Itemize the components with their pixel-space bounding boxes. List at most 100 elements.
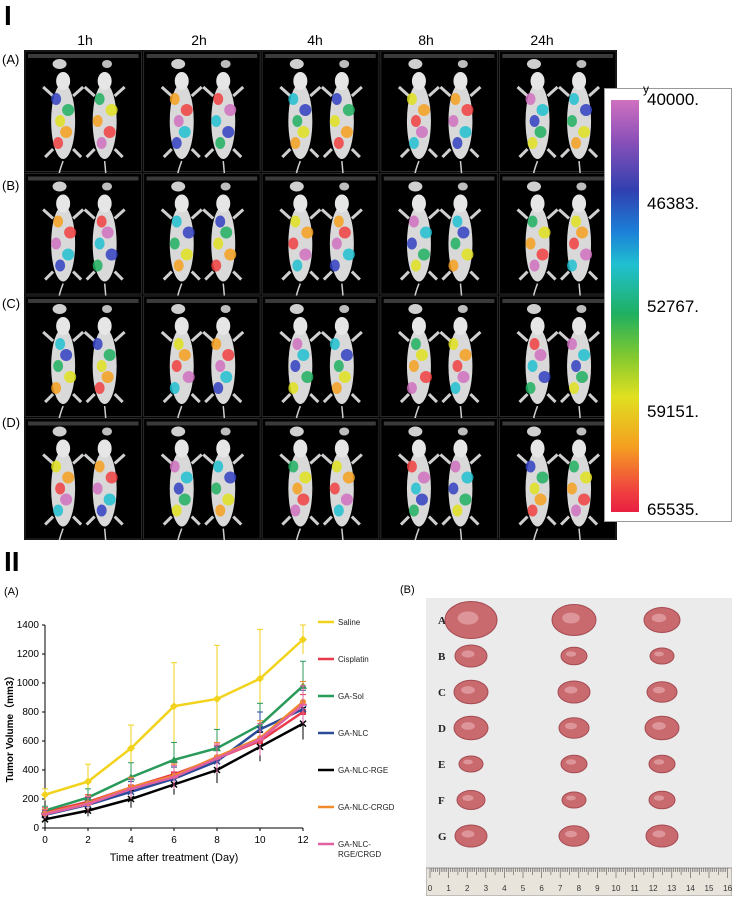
mouse (160, 194, 203, 316)
fluorescence-signal (171, 137, 182, 150)
fluorescence-signal (580, 104, 593, 117)
fluorescence-signal (333, 137, 344, 150)
fluorescence-signal (301, 371, 314, 384)
fluorescence-signal (301, 226, 314, 239)
fluorescence-signal (213, 460, 224, 473)
fluorescence-signal (288, 93, 299, 106)
fluorescence-signal (452, 137, 463, 150)
mouse-limb (546, 515, 557, 526)
mouse-limb (281, 392, 292, 404)
fluorescence-signal (408, 360, 419, 373)
fluorescence-signal (578, 126, 591, 139)
fluorescence-signal (60, 493, 73, 506)
data-point (170, 776, 178, 779)
row-label-d: (D) (2, 415, 21, 430)
y-tick-label: 1400 (17, 620, 40, 631)
scale-tick-65535: 65535. (647, 500, 699, 519)
fluorescence-signal (173, 115, 184, 128)
mouse-limb (516, 85, 529, 98)
imaging-cell (261, 418, 380, 540)
data-point (213, 694, 221, 703)
mouse (279, 317, 322, 439)
fluorescence-signal (567, 338, 578, 351)
fluorescence-signal (331, 382, 342, 395)
fluorescence-signal (448, 338, 459, 351)
imaging-panel (24, 50, 617, 561)
fluorescence-signal (529, 259, 540, 272)
fluorescence-signal (340, 126, 353, 139)
legend-entry: Cisplatin (318, 655, 369, 664)
cell-header-strip (502, 176, 613, 181)
mouse-limb (232, 392, 243, 404)
reference-spot (289, 181, 304, 192)
mouse-limb (162, 392, 173, 404)
tumor-highlight (463, 759, 473, 765)
mouse-limb (232, 330, 245, 343)
tumor-highlight (457, 611, 479, 625)
fluorescence-signal (342, 248, 355, 261)
mouse-limb (232, 515, 243, 526)
x-tick-label: 10 (254, 835, 266, 846)
reference-spot (576, 427, 587, 436)
fluorescence-signal (299, 104, 312, 117)
data-point (170, 702, 178, 711)
fluorescence-signal (62, 471, 75, 484)
mouse (202, 194, 245, 316)
tumor-highlight (461, 722, 475, 730)
fluorescence-signal (92, 115, 103, 128)
mouse-head (453, 72, 468, 91)
mouse-limb (322, 147, 333, 159)
legend-label: Cisplatin (338, 655, 369, 664)
mouse-limb (202, 85, 215, 98)
mouse-limb (202, 453, 215, 465)
fluorescence-signal (410, 259, 421, 272)
fluorescence-signal (333, 504, 344, 517)
fluorescence-signal (299, 248, 312, 261)
mouse-limb (44, 147, 55, 159)
fluorescence-signal (448, 259, 459, 272)
mouse-limb (85, 147, 96, 159)
fluorescence-signal (534, 349, 547, 362)
mouse-head (572, 439, 587, 458)
mouse-limb (42, 453, 55, 465)
mouse-limb (427, 515, 438, 526)
mouse (397, 72, 440, 194)
mouse (279, 72, 322, 194)
scale-tick-52767: 52767. (647, 297, 699, 316)
mouse-limb (350, 147, 361, 159)
cell-header-strip (265, 54, 376, 58)
fluorescence-signal (410, 115, 421, 128)
fluorescence-signal (220, 226, 233, 239)
mouse-limb (309, 147, 320, 159)
mouse-limb (162, 270, 173, 281)
mouse-limb (559, 515, 571, 526)
imaging-cell (380, 418, 498, 540)
mouse-limb (397, 453, 410, 465)
mouse-limb (469, 147, 480, 159)
fluorescence-signal (173, 482, 184, 495)
scale-tick-59151: 59151. (647, 402, 699, 421)
mouse-limb (279, 208, 292, 220)
fluorescence-signal (415, 126, 428, 139)
fluorescence-signal (224, 248, 237, 261)
data-point (84, 803, 92, 806)
mouse-head (293, 72, 308, 91)
mouse-limb (204, 515, 215, 526)
tumor-highlight (565, 651, 577, 657)
mouse-limb (204, 147, 215, 159)
scale-tick-46383: 46383. (647, 194, 699, 213)
fluorescence-signal (408, 215, 419, 228)
fluorescence-signal (410, 482, 421, 495)
mouse-head (174, 194, 189, 213)
y-tick-label: 1200 (17, 649, 40, 660)
fluorescence-signal (452, 360, 463, 373)
mouse-limb (441, 515, 452, 526)
fluorescence-signal (222, 349, 235, 362)
mouse-limb (320, 453, 333, 465)
fluorescence-signal (448, 115, 459, 128)
tumor-highlight (564, 686, 578, 694)
ruler-number: 16 (723, 884, 732, 893)
fluorescence-signal (452, 215, 463, 228)
mouse-head (572, 317, 587, 336)
fluorescence-signal (292, 482, 303, 495)
